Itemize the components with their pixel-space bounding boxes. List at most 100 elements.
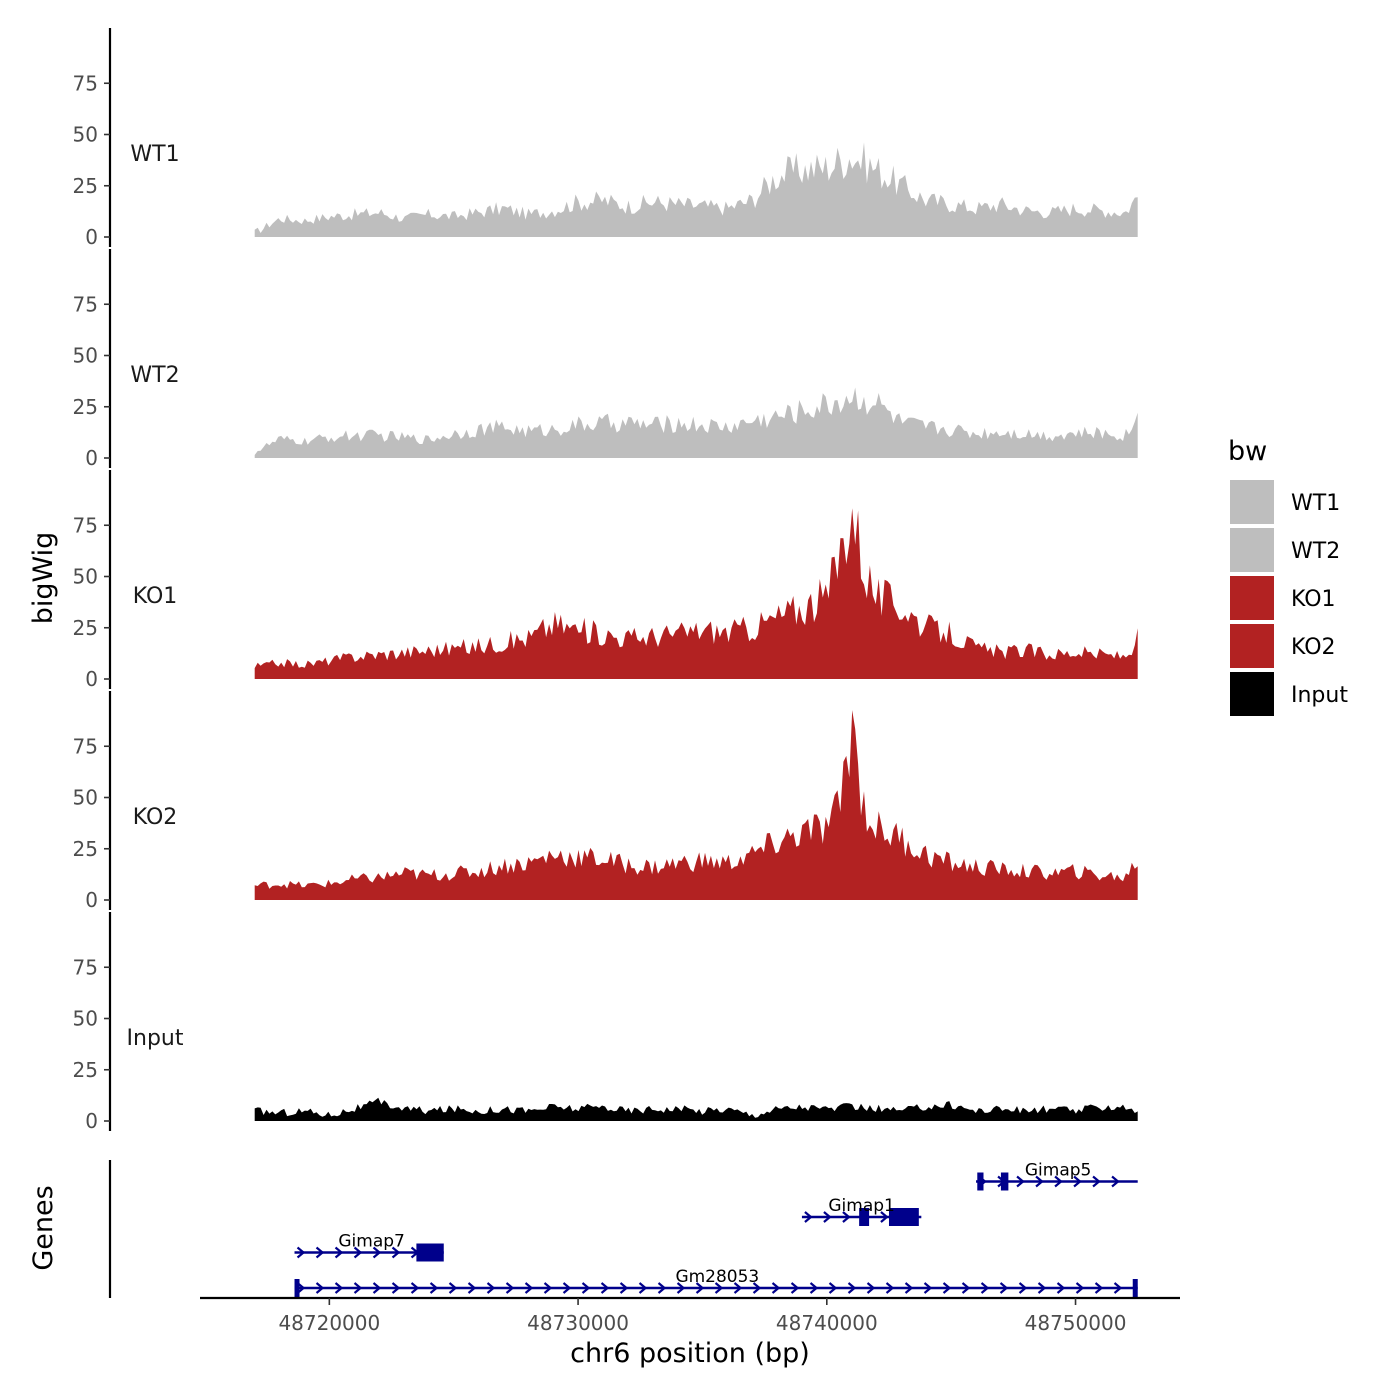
strand-arrow — [486, 1282, 496, 1294]
legend-label: KO1 — [1291, 587, 1336, 612]
strand-arrow — [1094, 1282, 1104, 1294]
y-tick-label: 25 — [73, 174, 98, 198]
strand-arrow — [505, 1282, 515, 1294]
strand-arrow — [391, 1282, 401, 1294]
panel-wt1: 0 25 50 75 WT1 — [73, 28, 1138, 249]
y-tick-label: 0 — [85, 225, 98, 249]
strand-arrow — [752, 1282, 762, 1294]
strand-arrow — [1054, 1175, 1063, 1188]
strand-arrow — [353, 1282, 363, 1294]
x-tick-label: 48750000 — [1025, 1311, 1127, 1335]
strand-arrow — [823, 1211, 832, 1223]
strand-arrow — [296, 1282, 306, 1294]
x-tick-label: 48720000 — [278, 1311, 380, 1335]
strand-arrow — [353, 1246, 363, 1259]
strand-arrow — [904, 1282, 914, 1294]
legend-title: bw — [1228, 436, 1267, 467]
strand-arrow — [562, 1282, 572, 1294]
x-tick-label: 48740000 — [776, 1311, 878, 1335]
strand-arrow — [296, 1246, 306, 1259]
legend-swatch — [1230, 576, 1274, 620]
strand-arrow — [638, 1282, 648, 1294]
strand-arrow — [1073, 1175, 1082, 1188]
y-tick-label: 50 — [73, 565, 98, 589]
legend-item-wt2: WT2 — [1230, 528, 1340, 572]
y-tick-label: 25 — [73, 837, 98, 861]
y-tick-label: 0 — [85, 888, 98, 912]
signal-area-wt1 — [254, 142, 1138, 237]
strand-arrow — [695, 1282, 705, 1294]
strand-arrow — [809, 1282, 819, 1294]
x-axis-title: chr6 position (bp) — [570, 1338, 810, 1369]
strand-arrow — [676, 1282, 686, 1294]
strand-arrow — [1111, 1175, 1120, 1188]
strand-arrow — [1018, 1282, 1028, 1294]
panel-label-wt1: WT1 — [130, 142, 179, 167]
gene-label-gimap7: Gimap7 — [338, 1232, 404, 1252]
strand-arrow — [657, 1282, 667, 1294]
strand-arrow — [1016, 1175, 1025, 1188]
legend-swatch — [1230, 672, 1274, 716]
legend-item-ko1: KO1 — [1230, 576, 1336, 620]
strand-arrow — [524, 1282, 534, 1294]
signal-area-wt2 — [254, 387, 1138, 458]
gene-exon — [294, 1279, 300, 1297]
y-tick-label: 25 — [73, 1058, 98, 1082]
strand-arrow — [334, 1246, 344, 1259]
strand-arrow — [923, 1282, 933, 1294]
strand-arrow — [866, 1282, 876, 1294]
track-panels: 0 25 50 75 WT1 0 25 50 75 WT2 0 25 50 75 KO1 0 25 50 75 KO2… — [73, 28, 1138, 1133]
gene-exon — [1000, 1172, 1009, 1191]
y-tick-label: 25 — [73, 616, 98, 640]
panel-ko2: 0 25 50 75 KO2 — [73, 691, 1138, 912]
strand-arrow — [543, 1282, 553, 1294]
gene-label-gimap1: Gimap1 — [828, 1196, 894, 1216]
signal-area-ko1 — [254, 508, 1138, 679]
strand-arrow — [315, 1246, 325, 1259]
y-tick-label: 0 — [85, 667, 98, 691]
y-tick-label: 75 — [73, 71, 98, 95]
genes-axis-title: Genes — [28, 1185, 59, 1270]
strand-arrow — [847, 1282, 857, 1294]
strand-arrow — [885, 1282, 895, 1294]
strand-arrow — [942, 1282, 952, 1294]
strand-arrow — [448, 1282, 458, 1294]
y-tick-label: 25 — [73, 395, 98, 419]
panel-label-wt2: WT2 — [130, 363, 179, 388]
strand-arrow — [1037, 1282, 1047, 1294]
legend-label: WT2 — [1291, 539, 1340, 564]
legend-swatch — [1230, 480, 1274, 524]
gene-exon — [977, 1172, 984, 1191]
strand-arrow — [600, 1282, 610, 1294]
gene-exon — [416, 1243, 444, 1262]
strand-arrow — [372, 1246, 382, 1259]
legend-label: Input — [1291, 683, 1348, 708]
strand-arrow — [842, 1211, 851, 1223]
legend-label: WT1 — [1291, 491, 1340, 516]
strand-arrow — [1092, 1175, 1101, 1188]
legend-swatch — [1230, 624, 1274, 668]
panel-label-input: Input — [127, 1026, 184, 1051]
genes-track: Gimap5 Gimap1 Gimap7 Gm28053 — [108, 1160, 1138, 1298]
legend-item-input: Input — [1230, 672, 1348, 716]
strand-arrow — [804, 1211, 813, 1223]
strand-arrow — [733, 1282, 743, 1294]
y-axis-title: bigWig — [28, 532, 59, 625]
strand-arrow — [372, 1282, 382, 1294]
gene-exon — [1132, 1279, 1138, 1297]
strand-arrow — [619, 1282, 629, 1294]
legend-item-wt1: WT1 — [1230, 480, 1340, 524]
x-axis: 48720000 48730000 48740000 48750000 — [200, 1296, 1180, 1335]
panel-input: 0 25 50 75 Input — [73, 912, 1138, 1133]
y-tick-label: 50 — [73, 344, 98, 368]
y-tick-label: 0 — [85, 1109, 98, 1133]
strand-arrow — [391, 1246, 401, 1259]
legend-swatch — [1230, 528, 1274, 572]
legend: bw WT1 WT2 KO1 KO2 Input — [1228, 436, 1348, 716]
legend-item-ko2: KO2 — [1230, 624, 1336, 668]
y-tick-label: 75 — [73, 513, 98, 537]
strand-arrow — [980, 1282, 990, 1294]
strand-arrow — [961, 1282, 971, 1294]
strand-arrow — [999, 1282, 1009, 1294]
